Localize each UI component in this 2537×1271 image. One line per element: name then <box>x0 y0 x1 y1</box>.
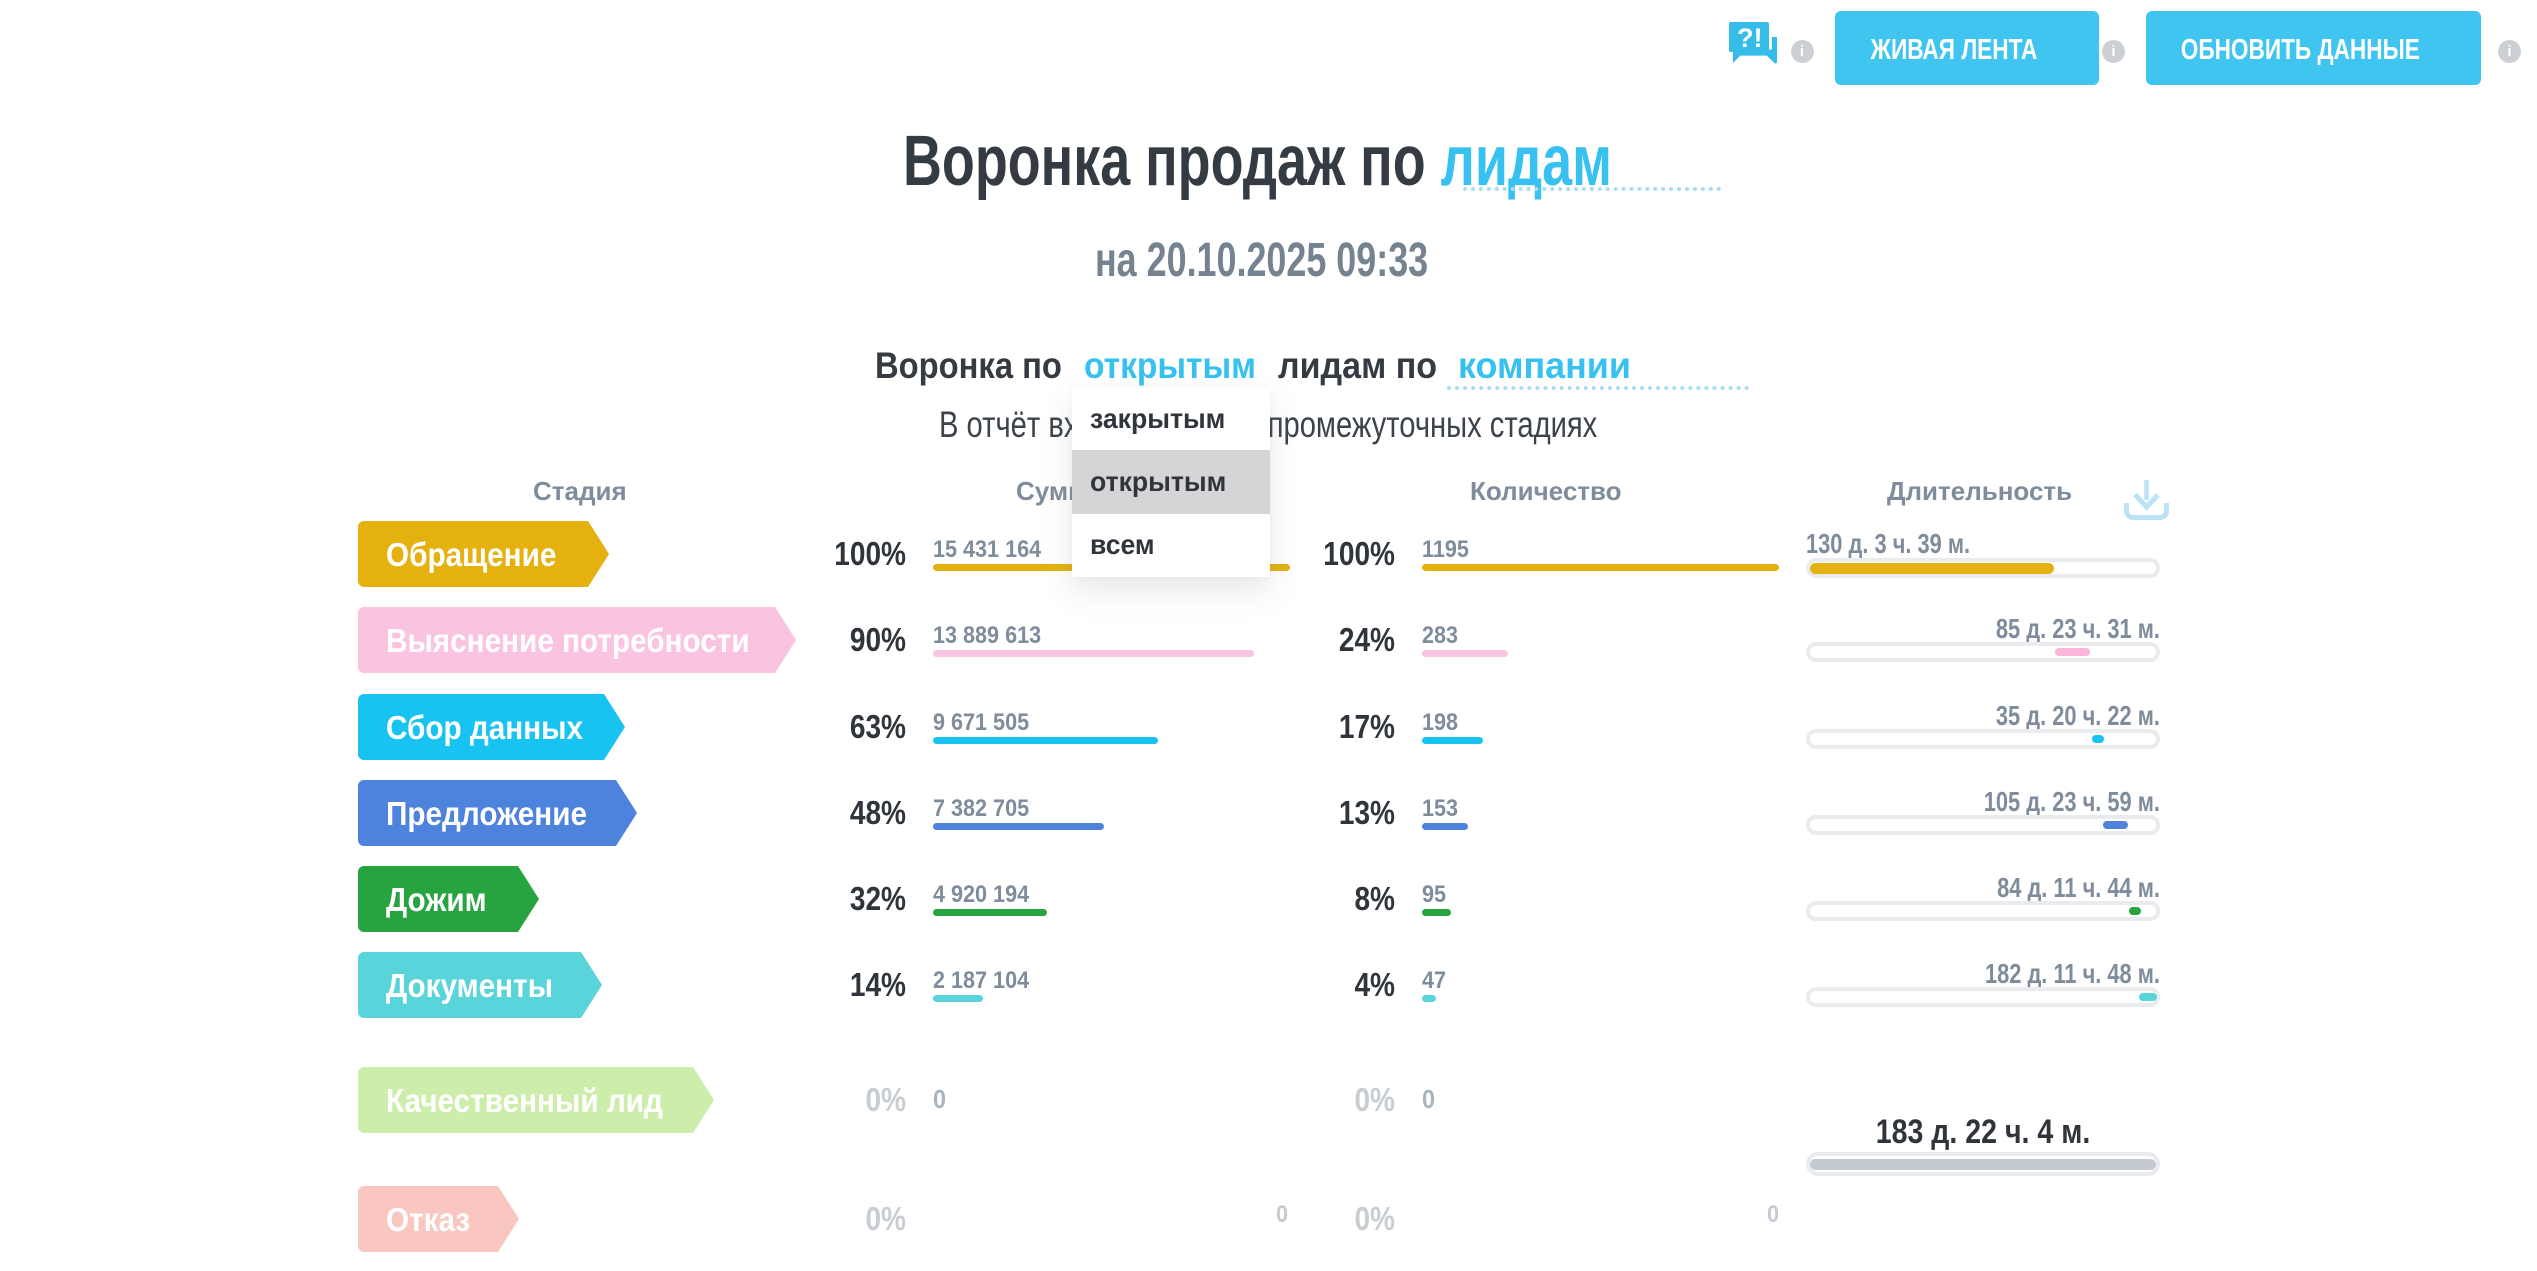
svg-text:?!: ?! <box>1737 23 1762 53</box>
